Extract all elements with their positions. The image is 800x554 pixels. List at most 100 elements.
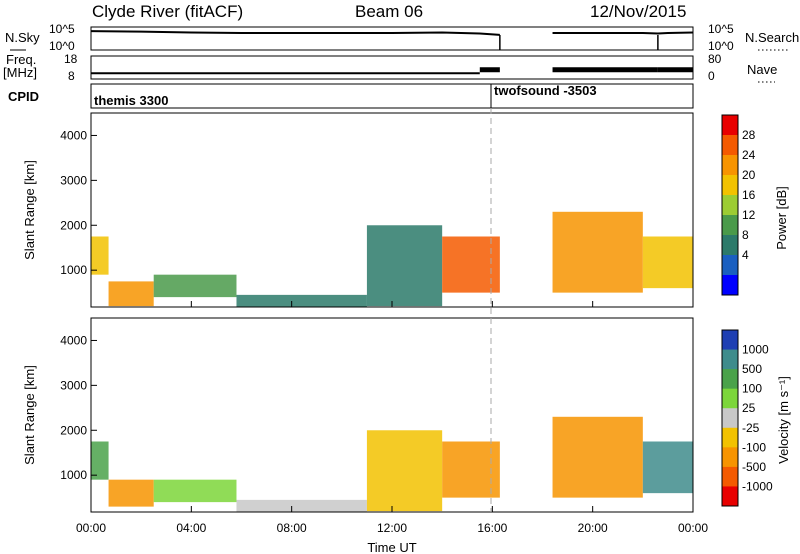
velocity-colorbar-frame — [721, 329, 739, 507]
velocity-colorbar-swatch-8 — [722, 486, 738, 507]
power-colorbar-tick-2: 20 — [742, 168, 756, 182]
freq-tick-top: 18 — [64, 52, 78, 66]
time-xlabel: Time UT — [367, 540, 416, 554]
heatmap-region-2 — [153, 479, 237, 503]
heatmap-region-1 — [108, 479, 154, 507]
heatmap-region-6 — [552, 416, 643, 498]
freq-unit: [MHz] — [3, 65, 37, 80]
velocity-ytick-label-2: 3000 — [60, 378, 87, 392]
nsky-panel-frame — [90, 26, 694, 51]
nsearch-label: N.Search — [745, 30, 799, 45]
nave-label: Nave — [747, 62, 777, 77]
xtick-label-2: 08:00 — [277, 521, 307, 535]
heatmap-region-4 — [366, 225, 443, 307]
heatmap-region-3 — [236, 499, 367, 512]
power-colorbar-swatch-0 — [722, 115, 738, 136]
power-colorbar-swatch-4 — [722, 195, 738, 216]
power-heatmap — [91, 211, 693, 307]
time-xticks: 00:00 04:00 08:00 12:00 16:00 20:00 00:00 — [76, 301, 708, 535]
power-ylabel: Slant Range [km] — [22, 160, 37, 260]
velocity-colorbar-swatch-4 — [722, 408, 738, 429]
velocity-colorbar-tick-7: -1000 — [742, 479, 773, 493]
velocity-colorbar-tick-4: -25 — [742, 421, 760, 435]
nsky-label: N.Sky — [5, 30, 40, 45]
velocity-colorbar: 1000 500 100 25 -25 -100 -500 -1000 — [721, 329, 773, 507]
nave-tick-bottom: 0 — [708, 69, 715, 83]
heatmap-region-5 — [442, 441, 500, 498]
velocity-ytick-label-0: 1000 — [60, 468, 87, 482]
power-colorbar-swatch-2 — [722, 155, 738, 176]
power-colorbar-swatch-5 — [722, 215, 738, 236]
cpid-panel-frame — [90, 83, 694, 109]
xtick-label-5: 20:00 — [578, 521, 608, 535]
power-colorbar-tick-1: 24 — [742, 148, 756, 162]
freq-tick-bottom: 8 — [68, 69, 75, 83]
velocity-ytick-label-1: 2000 — [60, 423, 87, 437]
velocity-colorbar-swatch-3 — [722, 388, 738, 409]
power-ytick-label-3: 4000 — [60, 128, 87, 142]
power-colorbar-tick-3: 16 — [742, 188, 756, 202]
nsky-tick-top: 10^5 — [49, 22, 75, 36]
power-colorbar-swatch-3 — [722, 175, 738, 196]
velocity-colorbar-tick-0: 1000 — [742, 343, 769, 357]
power-colorbar-swatch-1 — [722, 135, 738, 156]
velocity-ytick-label-3: 4000 — [60, 333, 87, 347]
power-ytick-label-0: 1000 — [60, 263, 87, 277]
heatmap-region-0 — [91, 441, 109, 480]
cpid-label: CPID — [8, 89, 39, 104]
velocity-colorbar-tick-6: -500 — [742, 460, 766, 474]
heatmap-region-5 — [442, 236, 500, 293]
velocity-colorbar-swatch-0 — [722, 330, 738, 351]
velocity-colorbar-swatch-2 — [722, 369, 738, 390]
nave-tick-top: 80 — [708, 52, 722, 66]
velocity-colorbar-label: Velocity [m s⁻¹] — [776, 376, 791, 464]
velocity-colorbar-swatch-7 — [722, 466, 738, 487]
heatmap-region-6 — [552, 211, 643, 293]
power-colorbar-frame — [721, 114, 739, 296]
power-colorbar-tick-5: 8 — [742, 228, 749, 242]
xtick-label-4: 16:00 — [477, 521, 507, 535]
velocity-colorbar-tick-5: -100 — [742, 440, 766, 454]
heatmap-region-3 — [236, 294, 367, 307]
cpid-mode-2: twofsound -3503 — [494, 83, 597, 98]
heatmap-region-7 — [642, 236, 693, 289]
nsearch-tick-bottom: 10^0 — [708, 39, 734, 53]
chart-title: Clyde River (fitACF) — [92, 2, 243, 21]
cpid-mode-1: themis 3300 — [94, 93, 168, 108]
velocity-colorbar-tick-3: 25 — [742, 401, 756, 415]
power-colorbar-swatch-8 — [722, 275, 738, 296]
nsearch-tick-top: 10^5 — [708, 22, 734, 36]
velocity-colorbar-swatch-6 — [722, 447, 738, 468]
power-colorbar-tick-4: 12 — [742, 208, 756, 222]
heatmap-region-4 — [366, 430, 443, 512]
power-ytick-label-2: 3000 — [60, 173, 87, 187]
heatmap-region-7 — [642, 441, 693, 494]
nsky-tick-bottom: 10^0 — [49, 39, 75, 53]
nsky-series-line-0 — [90, 30, 500, 36]
heatmap-region-2 — [153, 274, 237, 298]
power-yticks: 1000 2000 3000 4000 — [60, 128, 97, 277]
velocity-ylabel: Slant Range [km] — [22, 365, 37, 465]
nsky-series-line-1 — [552, 31, 694, 35]
power-colorbar-tick-0: 28 — [742, 128, 756, 142]
nsky-series — [90, 30, 694, 50]
power-colorbar-swatch-7 — [722, 255, 738, 276]
power-ytick-label-1: 2000 — [60, 218, 87, 232]
power-colorbar: 28 24 20 16 12 8 4 — [721, 114, 756, 296]
velocity-heatmap — [91, 416, 693, 512]
velocity-colorbar-swatch-1 — [722, 349, 738, 370]
velocity-colorbar-swatch-5 — [722, 427, 738, 448]
power-colorbar-label: Power [dB] — [774, 186, 789, 250]
xtick-label-6: 00:00 — [678, 521, 708, 535]
freq-series — [91, 67, 693, 75]
velocity-colorbar-tick-1: 500 — [742, 362, 762, 376]
freq-label: Freq. — [6, 52, 36, 67]
date-label: 12/Nov/2015 — [590, 2, 686, 21]
heatmap-region-0 — [91, 236, 109, 275]
power-colorbar-swatch-6 — [722, 235, 738, 256]
velocity-colorbar-tick-2: 100 — [742, 382, 762, 396]
beam-label: Beam 06 — [355, 2, 423, 21]
power-colorbar-tick-6: 4 — [742, 248, 749, 262]
velocity-yticks: 1000 2000 3000 4000 — [60, 333, 97, 482]
